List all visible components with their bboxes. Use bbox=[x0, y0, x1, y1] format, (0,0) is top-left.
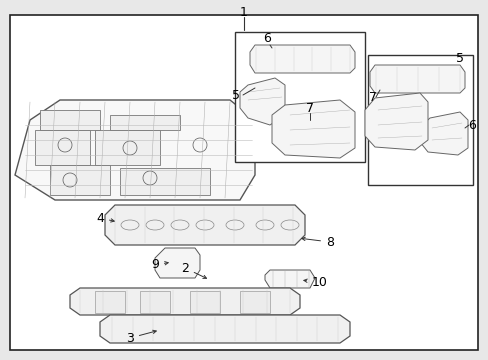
Text: 10: 10 bbox=[303, 275, 327, 288]
Polygon shape bbox=[240, 78, 285, 125]
Polygon shape bbox=[264, 270, 314, 288]
Polygon shape bbox=[40, 110, 100, 130]
Text: 5: 5 bbox=[455, 51, 463, 64]
Polygon shape bbox=[155, 248, 200, 278]
Polygon shape bbox=[15, 100, 254, 200]
Text: 2: 2 bbox=[181, 261, 206, 278]
Polygon shape bbox=[140, 291, 170, 313]
Text: 8: 8 bbox=[301, 235, 333, 248]
Polygon shape bbox=[249, 45, 354, 73]
Bar bbox=[367, 55, 472, 185]
Text: 7: 7 bbox=[305, 102, 313, 114]
Polygon shape bbox=[190, 291, 220, 313]
Polygon shape bbox=[95, 130, 160, 165]
Text: 6: 6 bbox=[263, 32, 270, 45]
Polygon shape bbox=[110, 115, 180, 130]
Polygon shape bbox=[105, 205, 305, 245]
Text: 3: 3 bbox=[126, 330, 156, 345]
Polygon shape bbox=[364, 93, 427, 150]
Text: 6: 6 bbox=[467, 118, 475, 131]
Text: 7: 7 bbox=[368, 90, 376, 104]
Text: 9: 9 bbox=[151, 258, 168, 271]
Polygon shape bbox=[240, 291, 269, 313]
Text: 4: 4 bbox=[96, 212, 114, 225]
Polygon shape bbox=[419, 112, 467, 155]
Bar bbox=[235, 32, 364, 162]
Polygon shape bbox=[50, 165, 110, 195]
Polygon shape bbox=[271, 100, 354, 158]
Text: 5: 5 bbox=[231, 89, 240, 102]
Polygon shape bbox=[369, 65, 464, 93]
Polygon shape bbox=[120, 168, 209, 195]
Text: 1: 1 bbox=[240, 5, 247, 18]
Polygon shape bbox=[70, 288, 299, 315]
Polygon shape bbox=[100, 315, 349, 343]
Polygon shape bbox=[95, 291, 125, 313]
Polygon shape bbox=[35, 130, 90, 165]
